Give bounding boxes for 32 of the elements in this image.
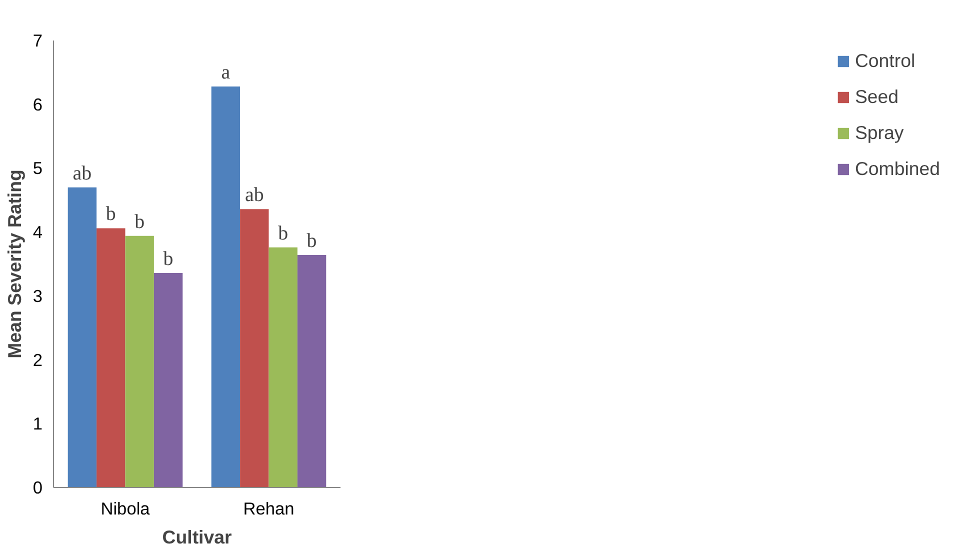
legend-label: Combined bbox=[854, 158, 940, 180]
y-tick-label: 0 bbox=[32, 478, 43, 498]
bar bbox=[125, 236, 154, 488]
x-tick-label: Nibola bbox=[100, 498, 150, 518]
data-label: b bbox=[306, 230, 317, 252]
bar bbox=[268, 247, 298, 488]
bar bbox=[68, 187, 97, 488]
bar bbox=[96, 228, 126, 488]
data-label: ab bbox=[244, 184, 264, 206]
y-tick-label: 4 bbox=[32, 222, 43, 242]
x-tick-label: Rehan bbox=[243, 498, 294, 518]
data-label: a bbox=[221, 61, 230, 84]
data-label: b bbox=[278, 222, 288, 244]
bar bbox=[211, 86, 240, 488]
y-tick-label: 5 bbox=[32, 158, 43, 178]
y-tick-label: 1 bbox=[32, 414, 43, 434]
y-tick-label: 7 bbox=[32, 30, 43, 50]
data-label: b bbox=[163, 248, 174, 270]
legend-label: Spray bbox=[854, 122, 904, 144]
legend-label: Seed bbox=[854, 86, 899, 108]
bar bbox=[154, 272, 183, 488]
data-label: ab bbox=[72, 162, 92, 184]
y-axis-title: Mean Severity Rating bbox=[4, 170, 25, 358]
x-axis-title: Cultivar bbox=[162, 526, 232, 548]
y-tick-label: 2 bbox=[32, 350, 43, 370]
legend-label: Control bbox=[854, 50, 916, 72]
bar bbox=[297, 255, 326, 488]
data-label: b bbox=[106, 203, 116, 226]
y-tick-label: 6 bbox=[32, 94, 43, 114]
y-tick-label: 3 bbox=[32, 286, 43, 306]
data-label: b bbox=[134, 210, 145, 233]
bar bbox=[240, 209, 269, 488]
